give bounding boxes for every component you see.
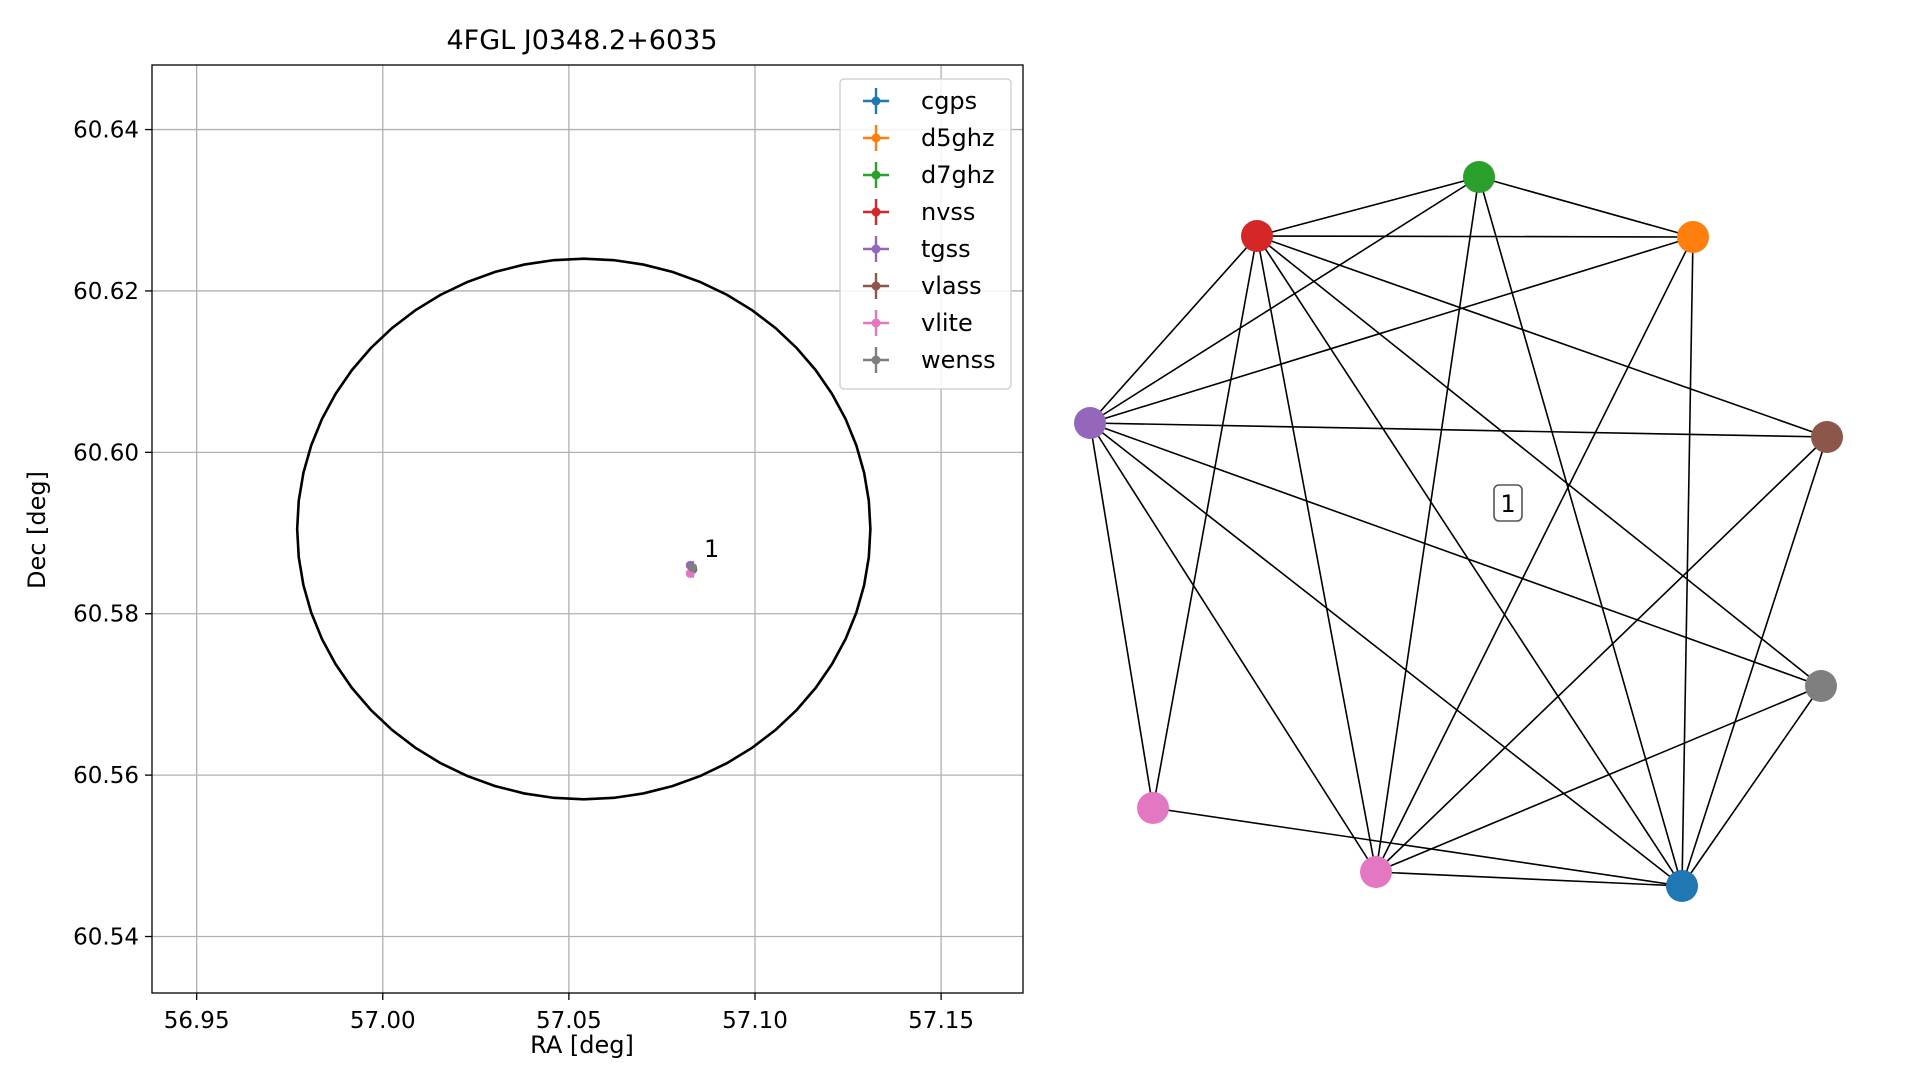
edge-d7ghz-vlite_b: [1375, 176, 1480, 873]
y-tick-label: 60.56: [73, 763, 139, 789]
legend-frame: [839, 78, 1012, 390]
edge-nvss-wenss: [1256, 235, 1822, 687]
x-axis-ticks: 56.95 57.00 57.05 57.10 57.15: [164, 993, 974, 1034]
edge-tgss-wenss: [1089, 422, 1822, 687]
edge-tgss-vlite_a: [1089, 422, 1154, 809]
legend-item-cgps: cgps: [863, 87, 977, 115]
legend: cgps d5ghz d7ghz nvss tgss vlass vlite wenss: [839, 78, 1012, 390]
legend-swatch-marker: [871, 170, 881, 180]
axes-frame: [151, 64, 1024, 994]
edge-nvss-vlass: [1256, 235, 1828, 438]
legend-label: cgps: [921, 87, 977, 115]
legend-swatch-marker: [871, 244, 881, 254]
edge-tgss-vlass: [1089, 422, 1828, 438]
edge-wenss-cgps: [1681, 685, 1822, 887]
node-vlite_a: [1137, 792, 1169, 824]
network-graph: 1: [1074, 161, 1843, 902]
node-vlite_b: [1360, 856, 1392, 888]
edge-nvss-vlite_a: [1152, 235, 1258, 809]
legend-item-vlass: vlass: [863, 272, 982, 300]
legend-swatch-marker: [871, 96, 881, 106]
legend-swatch-marker: [871, 133, 881, 143]
legend-item-wenss: wenss: [863, 346, 996, 374]
cluster-label-frame: [1493, 484, 1523, 522]
edge-tgss-cgps: [1089, 422, 1683, 887]
sky-position-plot: 1 56.95 57.00 57.05 57.10 57.15 60.5460.5660…: [23, 25, 1024, 1059]
edge-tgss-vlite_b: [1089, 422, 1377, 873]
edge-nvss-tgss: [1089, 235, 1258, 424]
edge-nvss-d7ghz: [1256, 176, 1480, 237]
x-tick-label: 57.05: [536, 1008, 602, 1034]
y-axis-label: Dec [deg]: [23, 471, 51, 589]
edge-vlass-cgps: [1681, 436, 1828, 887]
legend-item-d5ghz: d5ghz: [863, 124, 995, 152]
x-axis-label: RA [deg]: [530, 1031, 634, 1059]
edge-d7ghz-tgss: [1089, 176, 1480, 424]
legend-label: d5ghz: [921, 124, 995, 152]
edge-nvss-d5ghz: [1256, 235, 1694, 238]
y-tick-label: 60.60: [73, 440, 139, 466]
edge-d7ghz-d5ghz: [1478, 176, 1694, 238]
edge-nvss-cgps: [1256, 235, 1683, 887]
legend-item-d7ghz: d7ghz: [863, 161, 995, 189]
node-tgss: [1074, 407, 1106, 439]
node-wenss: [1805, 670, 1837, 702]
legend-swatch-marker: [871, 318, 881, 328]
x-tick-label: 57.15: [908, 1008, 974, 1034]
edge-nvss-vlite_b: [1256, 235, 1377, 873]
x-tick-label: 57.10: [722, 1008, 788, 1034]
legend-label: tgss: [921, 235, 971, 263]
edge-d5ghz-tgss: [1089, 236, 1694, 424]
x-tick-label: 56.95: [164, 1008, 230, 1034]
node-d5ghz: [1677, 221, 1709, 253]
annotations: 1: [704, 535, 719, 563]
edge-d5ghz-cgps: [1681, 236, 1694, 887]
cluster-label: 1: [1500, 490, 1515, 518]
y-tick-label: 60.58: [73, 602, 139, 628]
legend-item-vlite: vlite: [863, 309, 973, 337]
chart-title: 4FGL J0348.2+6035: [446, 25, 717, 56]
point-wenss: [687, 563, 697, 573]
y-tick-label: 60.62: [73, 279, 139, 305]
graph-nodes: [1074, 161, 1843, 902]
legend-label: d7ghz: [921, 161, 995, 189]
y-tick-label: 60.54: [73, 925, 139, 951]
edge-d5ghz-vlite_b: [1375, 236, 1694, 873]
edge-vlite_a-cgps: [1152, 807, 1683, 887]
data-points: [685, 560, 698, 578]
legend-label: nvss: [921, 198, 975, 226]
marker: [687, 563, 697, 573]
legend-label: vlass: [921, 272, 982, 300]
node-nvss: [1241, 220, 1273, 252]
y-axis-ticks: 60.54 60.56 60.58 60.60 60.62 60.64: [73, 118, 152, 951]
edge-wenss-vlite_b: [1375, 685, 1822, 873]
legend-label: wenss: [921, 346, 996, 374]
legend-label: vlite: [921, 309, 973, 337]
legend-item-nvss: nvss: [863, 198, 975, 226]
y-tick-label: 60.64: [73, 118, 139, 144]
node-cgps: [1666, 870, 1698, 902]
x-tick-label: 57.00: [350, 1008, 416, 1034]
legend-swatch-marker: [871, 281, 881, 291]
legend-swatch-marker: [871, 355, 881, 365]
error-ellipse: [295, 257, 872, 801]
edge-vlite_b-cgps: [1375, 871, 1683, 887]
edge-vlass-vlite_b: [1375, 436, 1828, 873]
point-annotation: 1: [704, 535, 719, 563]
legend-item-tgss: tgss: [863, 235, 971, 263]
node-d7ghz: [1463, 161, 1495, 193]
edge-d7ghz-cgps: [1478, 176, 1683, 887]
graph-edges: [1089, 176, 1828, 887]
node-vlass: [1811, 421, 1843, 453]
legend-swatch-marker: [871, 207, 881, 217]
cluster-label-box: 1: [1493, 484, 1523, 522]
